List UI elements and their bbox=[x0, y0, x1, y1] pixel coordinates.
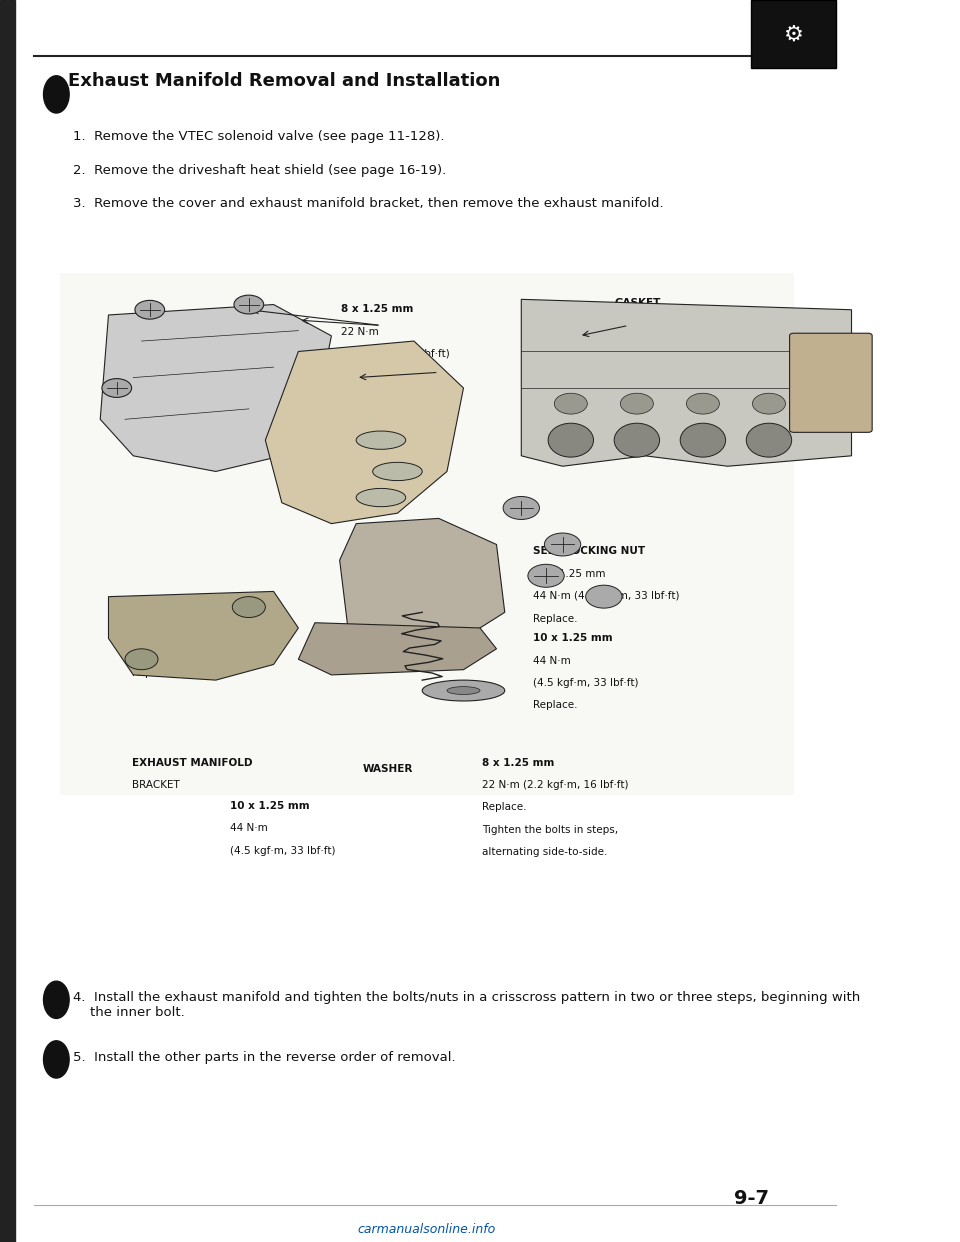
Circle shape bbox=[528, 564, 564, 587]
Ellipse shape bbox=[548, 424, 593, 457]
Text: alternating side-to-side.: alternating side-to-side. bbox=[482, 847, 608, 857]
Polygon shape bbox=[340, 518, 505, 643]
Text: Replace.: Replace. bbox=[534, 700, 578, 710]
Circle shape bbox=[43, 981, 69, 1018]
Text: WASHER: WASHER bbox=[363, 764, 413, 774]
Text: 44 N·m (4.5 kgf·m, 33 lbf·ft): 44 N·m (4.5 kgf·m, 33 lbf·ft) bbox=[534, 591, 680, 601]
FancyBboxPatch shape bbox=[790, 333, 873, 432]
Ellipse shape bbox=[681, 424, 726, 457]
Text: 22 N·m: 22 N·m bbox=[342, 327, 379, 337]
Circle shape bbox=[102, 379, 132, 397]
Ellipse shape bbox=[447, 687, 480, 694]
Text: 2.  Remove the driveshaft heat shield (see page 16-19).: 2. Remove the driveshaft heat shield (se… bbox=[73, 164, 445, 176]
Text: GASKET: GASKET bbox=[132, 646, 179, 656]
Circle shape bbox=[43, 76, 69, 113]
Text: SELF-LOCKING NUT: SELF-LOCKING NUT bbox=[534, 546, 645, 556]
Ellipse shape bbox=[686, 394, 719, 414]
Text: EXHAUST MANIFOLD: EXHAUST MANIFOLD bbox=[132, 758, 252, 768]
Text: 4.  Install the exhaust manifold and tighten the bolts/nuts in a crisscross patt: 4. Install the exhaust manifold and tigh… bbox=[73, 991, 860, 1020]
Polygon shape bbox=[299, 622, 496, 674]
Ellipse shape bbox=[753, 394, 785, 414]
Polygon shape bbox=[265, 342, 464, 524]
Text: COVER: COVER bbox=[145, 348, 184, 358]
Text: GASKET: GASKET bbox=[614, 298, 660, 308]
Ellipse shape bbox=[554, 394, 588, 414]
Text: (4.5 kgf·m, 33 lbf·ft): (4.5 kgf·m, 33 lbf·ft) bbox=[534, 678, 639, 688]
Circle shape bbox=[586, 585, 622, 609]
Polygon shape bbox=[521, 299, 852, 466]
Text: Replace.: Replace. bbox=[482, 802, 527, 812]
FancyBboxPatch shape bbox=[751, 0, 836, 68]
Text: Replace.: Replace. bbox=[534, 614, 578, 623]
Circle shape bbox=[232, 596, 265, 617]
Text: 8 x 1.25 mm: 8 x 1.25 mm bbox=[342, 304, 414, 314]
Text: 10 x 1.25 mm: 10 x 1.25 mm bbox=[230, 801, 310, 811]
Circle shape bbox=[503, 497, 540, 519]
Text: 10 x 1.25 mm: 10 x 1.25 mm bbox=[534, 633, 613, 643]
Text: (2.2 kgf·m,  16 lbf·ft): (2.2 kgf·m, 16 lbf·ft) bbox=[342, 349, 450, 359]
Circle shape bbox=[135, 301, 164, 319]
Ellipse shape bbox=[372, 462, 422, 481]
Circle shape bbox=[43, 1041, 69, 1078]
Circle shape bbox=[234, 296, 264, 314]
Ellipse shape bbox=[746, 424, 792, 457]
Ellipse shape bbox=[620, 394, 654, 414]
Ellipse shape bbox=[614, 424, 660, 457]
Text: MANIFOLD: MANIFOLD bbox=[316, 401, 371, 411]
Text: Exhaust Manifold Removal and Installation: Exhaust Manifold Removal and Installatio… bbox=[68, 72, 501, 89]
Text: 1.  Remove the VTEC solenoid valve (see page 11-128).: 1. Remove the VTEC solenoid valve (see p… bbox=[73, 130, 444, 143]
Text: 9-7: 9-7 bbox=[733, 1189, 769, 1208]
Text: Replace.: Replace. bbox=[132, 668, 177, 678]
Text: 10 x 1.25 mm: 10 x 1.25 mm bbox=[534, 569, 606, 579]
Ellipse shape bbox=[356, 431, 406, 450]
Text: BRACKET: BRACKET bbox=[132, 780, 180, 790]
Text: 44 N·m: 44 N·m bbox=[534, 656, 571, 666]
Text: (4.5 kgf·m, 33 lbf·ft): (4.5 kgf·m, 33 lbf·ft) bbox=[230, 846, 336, 856]
Circle shape bbox=[125, 648, 158, 669]
Text: 8 x 1.25 mm: 8 x 1.25 mm bbox=[482, 758, 555, 768]
Bar bbox=[60, 273, 794, 795]
Text: ⚙: ⚙ bbox=[783, 24, 804, 45]
Circle shape bbox=[544, 533, 581, 556]
Polygon shape bbox=[108, 591, 299, 681]
Text: 5.  Install the other parts in the reverse order of removal.: 5. Install the other parts in the revers… bbox=[73, 1051, 455, 1063]
Text: Replace.: Replace. bbox=[614, 320, 659, 330]
Text: 22 N·m (2.2 kgf·m, 16 lbf·ft): 22 N·m (2.2 kgf·m, 16 lbf·ft) bbox=[482, 780, 629, 790]
Text: 44 N·m: 44 N·m bbox=[230, 823, 268, 833]
Ellipse shape bbox=[356, 488, 406, 507]
Ellipse shape bbox=[422, 681, 505, 700]
Bar bbox=[0, 0, 15, 1242]
Polygon shape bbox=[100, 304, 331, 472]
Text: Tighten the bolts in steps,: Tighten the bolts in steps, bbox=[482, 825, 618, 835]
Text: 3.  Remove the cover and exhaust manifold bracket, then remove the exhaust manif: 3. Remove the cover and exhaust manifold… bbox=[73, 197, 663, 210]
Text: EXHAUST: EXHAUST bbox=[316, 379, 371, 389]
Text: carmanualsonline.info: carmanualsonline.info bbox=[358, 1223, 496, 1236]
